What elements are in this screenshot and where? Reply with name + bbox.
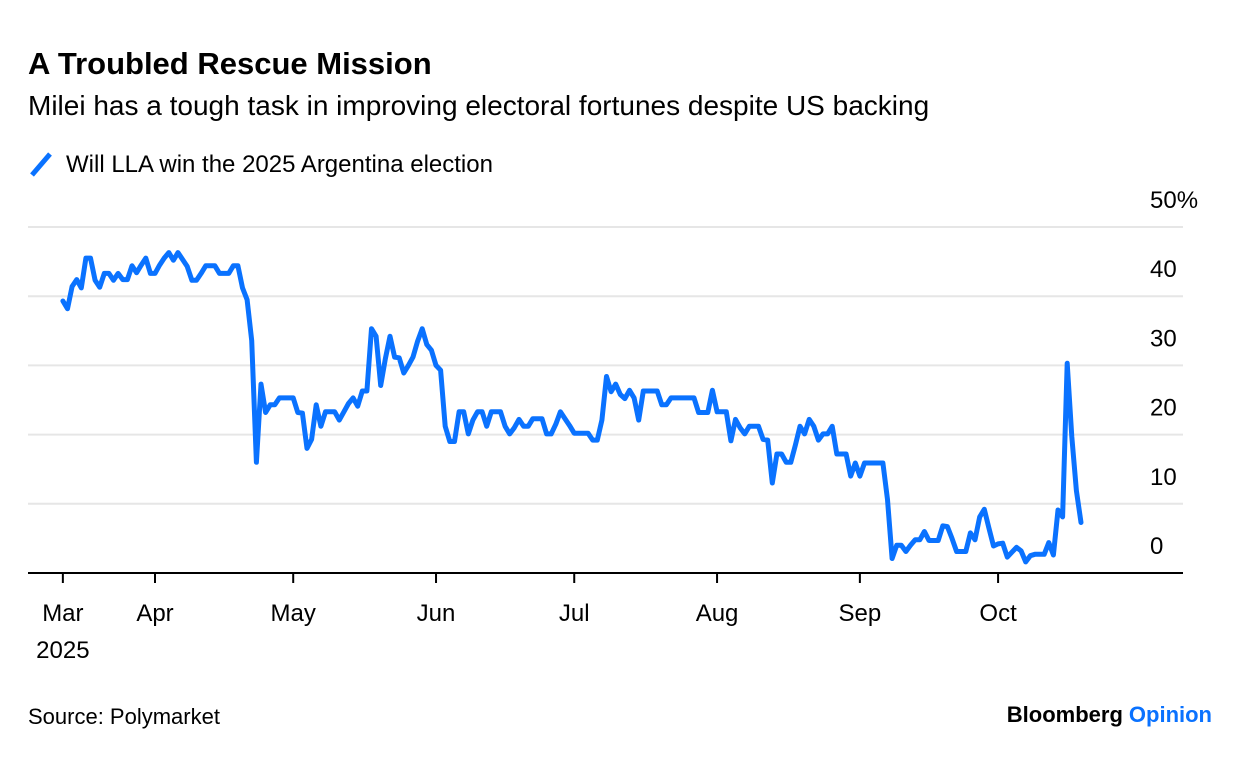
x-tick-label: Mar xyxy=(42,600,83,627)
x-tick-label: Jul xyxy=(559,600,590,627)
chart-subtitle: Milei has a tough task in improving elec… xyxy=(28,90,929,121)
bloomberg-opinion-logo: Bloomberg Opinion xyxy=(1007,702,1212,727)
series-line xyxy=(60,250,1084,565)
y-axis: 50% 40 30 20 10 0 xyxy=(1150,187,1198,560)
x-tick-label: May xyxy=(271,600,316,627)
x-tick-year-label: 2025 xyxy=(36,637,89,664)
legend-line-icon xyxy=(30,152,52,177)
x-tick-label: Aug xyxy=(696,600,739,627)
x-tick-label: Jun xyxy=(417,600,456,627)
y-tick-label: 50% xyxy=(1150,187,1198,214)
y-tick-label: 0 xyxy=(1150,533,1163,560)
x-tick-label: Oct xyxy=(979,600,1017,627)
y-tick-label: 40 xyxy=(1150,256,1177,283)
y-tick-label: 10 xyxy=(1150,464,1177,491)
legend: Will LLA win the 2025 Argentina election xyxy=(30,151,493,178)
logo-brand: Bloomberg xyxy=(1007,702,1123,727)
x-axis: Mar 2025 Apr May Jun Jul Aug Sep Oct xyxy=(28,572,1183,664)
x-tick-label: Apr xyxy=(136,600,173,627)
y-tick-label: 30 xyxy=(1150,325,1177,352)
y-tick-label: 20 xyxy=(1150,395,1177,422)
chart-title: A Troubled Rescue Mission xyxy=(28,46,432,81)
gridlines xyxy=(28,226,1183,505)
x-tick-label: Sep xyxy=(839,600,882,627)
logo-text: Bloomberg Opinion xyxy=(1007,702,1212,727)
logo-section: Opinion xyxy=(1129,702,1212,727)
legend-label: Will LLA win the 2025 Argentina election xyxy=(66,151,493,178)
source-note: Source: Polymarket xyxy=(28,704,220,729)
